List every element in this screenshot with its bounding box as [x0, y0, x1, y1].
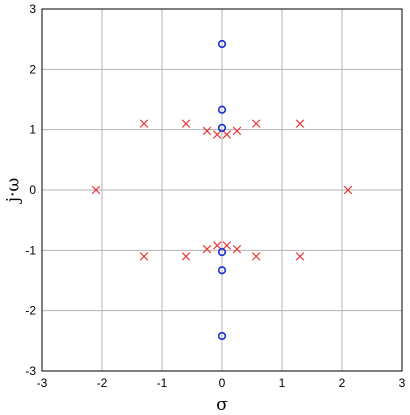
pole-marker [222, 130, 232, 139]
pole-marker [295, 119, 305, 128]
y-tick-label: -1 [25, 243, 36, 257]
pole-marker [139, 119, 149, 128]
y-axis-label: j·ω [4, 178, 24, 205]
y-tick-label: 0 [29, 183, 36, 197]
data-marks [91, 39, 353, 341]
pole-marker [222, 241, 232, 250]
pole-marker [202, 244, 212, 254]
pole-marker [343, 185, 353, 195]
x-tick-label: 0 [219, 376, 226, 390]
zero-marker [217, 266, 227, 275]
pole-marker [91, 185, 101, 195]
pole-marker [181, 119, 191, 128]
pole-marker [212, 130, 222, 139]
zero-marker [217, 39, 227, 49]
pole-marker [202, 126, 212, 136]
x-tick-label: 1 [279, 376, 286, 390]
y-tick-label: 1 [29, 123, 36, 137]
plot-frame [41, 8, 403, 372]
pole-marker [251, 252, 261, 261]
x-tick-label: 3 [399, 376, 406, 390]
x-tick-label: -2 [97, 376, 108, 390]
zero-marker [217, 123, 227, 132]
y-tick-label: 2 [29, 62, 36, 76]
pole-marker [181, 252, 191, 261]
pole-marker [232, 126, 242, 136]
y-tick-label: -3 [25, 364, 36, 378]
pole-marker [295, 252, 305, 261]
x-axis-label: σ [216, 395, 228, 415]
zero-marker [217, 105, 227, 114]
y-tick-label: 3 [29, 2, 36, 16]
zero-marker [217, 248, 227, 257]
grid [42, 9, 402, 371]
x-tick-label: -3 [37, 376, 48, 390]
x-tick-label: 2 [339, 376, 346, 390]
y-tick-label: -2 [25, 304, 36, 318]
x-tick-labels: -3 -2 -1 0 1 2 3 [37, 376, 406, 390]
zero-marker [217, 331, 227, 341]
pole-marker [251, 119, 261, 128]
pole-marker [139, 252, 149, 261]
y-tick-labels: 3 2 1 0 -1 -2 -3 [25, 2, 36, 378]
x-tick-label: -1 [157, 376, 168, 390]
pole-marker [232, 244, 242, 254]
pole-marker [212, 241, 222, 250]
